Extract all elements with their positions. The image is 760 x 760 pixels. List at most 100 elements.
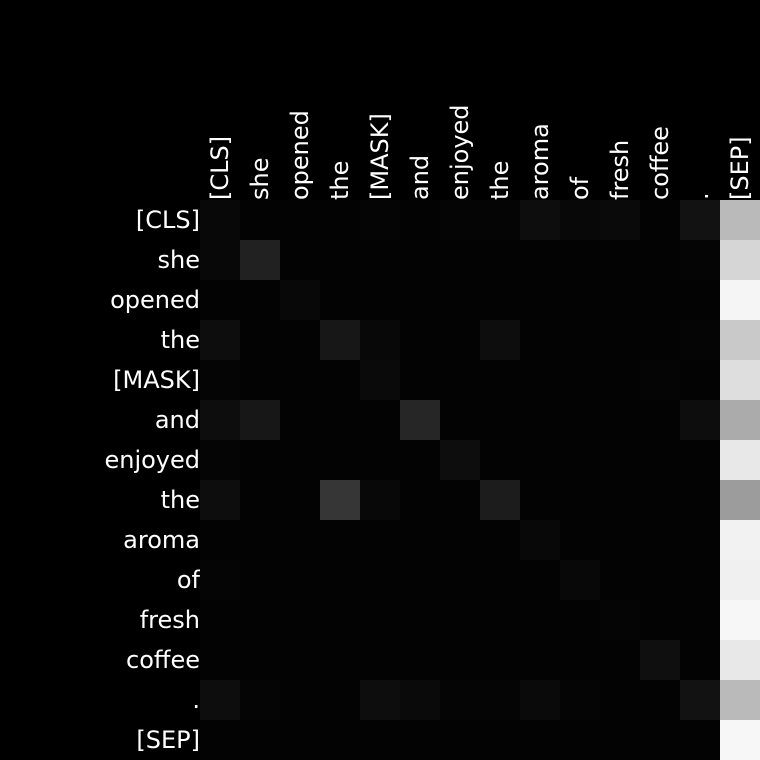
heatmap-cell: [440, 680, 480, 720]
heatmap-cell: [280, 200, 320, 240]
heatmap-cell: [280, 480, 320, 520]
heatmap-cell: [240, 440, 280, 480]
heatmap-cell: [720, 560, 760, 600]
heatmap-cell: [360, 520, 400, 560]
heatmap-cell: [480, 400, 520, 440]
heatmap-cell: [480, 480, 520, 520]
heatmap-cell: [200, 320, 240, 360]
heatmap-cell: [520, 400, 560, 440]
heatmap-cell: [560, 680, 600, 720]
column-label: of: [566, 176, 594, 200]
heatmap-cell: [720, 400, 760, 440]
heatmap-cell: [600, 240, 640, 280]
heatmap-cell: [240, 200, 280, 240]
heatmap-cell: [360, 600, 400, 640]
heatmap-cell: [720, 520, 760, 560]
heatmap-cell: [280, 360, 320, 400]
heatmap-cell: [480, 320, 520, 360]
column-label: aroma: [526, 123, 554, 200]
heatmap-cell: [440, 640, 480, 680]
heatmap-cell: [280, 520, 320, 560]
heatmap-cell: [720, 640, 760, 680]
column-label: and: [406, 154, 434, 200]
heatmap-cell: [280, 400, 320, 440]
heatmap-cell: [640, 680, 680, 720]
row-label: of: [176, 566, 200, 594]
heatmap-cell: [440, 240, 480, 280]
heatmap-cell: [600, 280, 640, 320]
heatmap-cell: [560, 240, 600, 280]
heatmap-cell: [200, 240, 240, 280]
heatmap-cell: [240, 520, 280, 560]
heatmap-cell: [400, 720, 440, 760]
column-label: [MASK]: [366, 113, 394, 200]
heatmap-cell: [440, 400, 480, 440]
heatmap-cell: [640, 640, 680, 680]
heatmap-cell: [400, 520, 440, 560]
heatmap-cell: [680, 320, 720, 360]
heatmap-cell: [360, 360, 400, 400]
heatmap-cell: [360, 400, 400, 440]
heatmap-cell: [240, 480, 280, 520]
heatmap-cell: [480, 520, 520, 560]
row-label: the: [160, 326, 200, 354]
heatmap-cell: [480, 560, 520, 600]
heatmap-cell: [360, 280, 400, 320]
heatmap-cell: [240, 240, 280, 280]
heatmap-cell: [720, 600, 760, 640]
heatmap-cell: [240, 720, 280, 760]
heatmap-cell: [200, 560, 240, 600]
heatmap-cell: [680, 360, 720, 400]
heatmap-cell: [680, 400, 720, 440]
heatmap-cell: [240, 360, 280, 400]
heatmap-cell: [320, 600, 360, 640]
heatmap-cell: [640, 400, 680, 440]
column-label: enjoyed: [446, 104, 474, 200]
heatmap-cell: [520, 360, 560, 400]
row-label: [SEP]: [136, 726, 200, 754]
heatmap-cell: [680, 440, 720, 480]
row-label: she: [157, 246, 200, 274]
row-label: [CLS]: [135, 206, 200, 234]
heatmap-cell: [400, 680, 440, 720]
heatmap-cell: [600, 560, 640, 600]
heatmap-cell: [320, 320, 360, 360]
heatmap-cell: [680, 480, 720, 520]
heatmap-cell: [520, 560, 560, 600]
column-label: fresh: [606, 139, 634, 200]
heatmap-cell: [520, 280, 560, 320]
heatmap-cell: [320, 280, 360, 320]
heatmap-cell: [240, 600, 280, 640]
heatmap-cell: [680, 600, 720, 640]
heatmap-cell: [200, 640, 240, 680]
column-label: [CLS]: [206, 135, 234, 200]
heatmap-cell: [560, 640, 600, 680]
column-label: opened: [286, 110, 314, 200]
heatmap-cell: [600, 720, 640, 760]
heatmap-cell: [560, 360, 600, 400]
column-label: [SEP]: [726, 136, 754, 200]
heatmap-cell: [600, 600, 640, 640]
heatmap-cell: [360, 480, 400, 520]
heatmap-cell: [400, 600, 440, 640]
heatmap-cell: [280, 440, 320, 480]
heatmap-cell: [440, 320, 480, 360]
heatmap-cell: [400, 560, 440, 600]
heatmap-cell: [320, 400, 360, 440]
heatmap-cell: [480, 720, 520, 760]
heatmap-cell: [720, 200, 760, 240]
heatmap-cell: [240, 640, 280, 680]
heatmap-cell: [720, 320, 760, 360]
heatmap-cell: [400, 240, 440, 280]
heatmap-cell: [280, 680, 320, 720]
heatmap-cell: [400, 200, 440, 240]
heatmap-cell: [440, 440, 480, 480]
heatmap-cell: [320, 680, 360, 720]
heatmap-cell: [320, 360, 360, 400]
heatmap-cell: [480, 360, 520, 400]
heatmap-cell: [680, 200, 720, 240]
heatmap-cell: [320, 720, 360, 760]
heatmap-cell: [640, 520, 680, 560]
heatmap-cell: [440, 280, 480, 320]
heatmap-cell: [560, 480, 600, 520]
